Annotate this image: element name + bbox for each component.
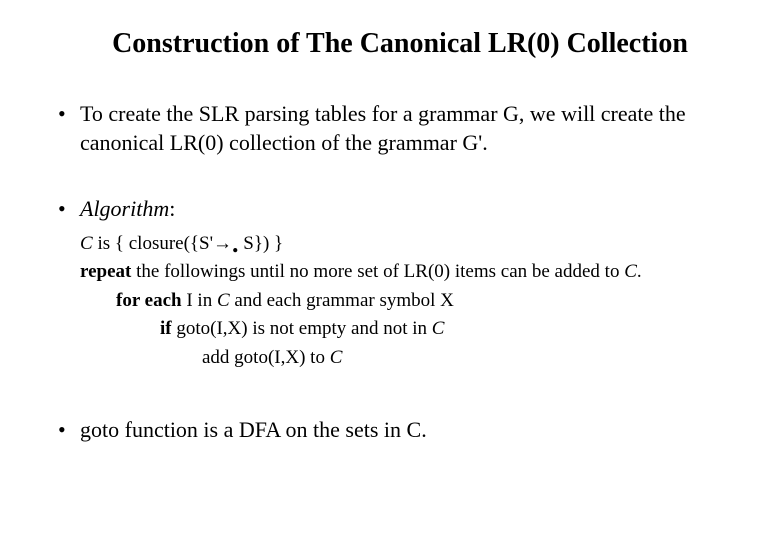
algo-l2-text: the followings until no more set of LR(0… bbox=[131, 261, 624, 282]
slide-title: Construction of The Canonical LR(0) Coll… bbox=[30, 28, 750, 60]
bullet-goto: goto function is a DFA on the sets in C. bbox=[58, 416, 750, 445]
bullet-intro-text: To create the SLR parsing tables for a g… bbox=[80, 101, 686, 155]
algo-l2-C: C bbox=[624, 261, 637, 282]
algo-line-2: repeat the followings until no more set … bbox=[80, 258, 750, 287]
algo-l2-period: . bbox=[637, 261, 642, 282]
bullet-intro: To create the SLR parsing tables for a g… bbox=[58, 100, 750, 157]
algorithm-block: C is { closure({S'→. S}) } repeat the fo… bbox=[80, 230, 750, 373]
algo-l2-repeat: repeat bbox=[80, 261, 131, 282]
bullet-goto-text: goto function is a DFA on the sets in C. bbox=[80, 417, 427, 442]
algo-l5-C: C bbox=[330, 347, 343, 368]
bullet-list: To create the SLR parsing tables for a g… bbox=[30, 100, 750, 445]
algo-l3-foreach: for each bbox=[116, 290, 182, 311]
algo-l3-C: C bbox=[217, 290, 230, 311]
algo-line-5: add goto(I,X) to C bbox=[80, 344, 750, 373]
algo-l5-text: add goto(I,X) to bbox=[202, 347, 330, 368]
algo-l1-text2: S}) } bbox=[239, 233, 284, 254]
bullet-algorithm: Algorithm: C is { closure({S'→. S}) } re… bbox=[58, 195, 750, 372]
algo-l3-text1: I in bbox=[182, 290, 217, 311]
algo-line-3: for each I in C and each grammar symbol … bbox=[80, 287, 750, 316]
arrow-icon: → bbox=[213, 233, 232, 254]
algo-line-1: C is { closure({S'→. S}) } bbox=[80, 230, 750, 259]
algo-l4-C: C bbox=[432, 318, 445, 339]
algo-l4-text: goto(I,X) is not empty and not in bbox=[172, 318, 432, 339]
algo-l3-text2: and each grammar symbol X bbox=[230, 290, 454, 311]
algo-l1-C: C bbox=[80, 233, 93, 254]
algo-line-4: if goto(I,X) is not empty and not in C bbox=[80, 315, 750, 344]
algo-l4-if: if bbox=[160, 318, 172, 339]
algorithm-label: Algorithm bbox=[80, 196, 169, 221]
algo-l1-text1: is { closure({S' bbox=[93, 233, 213, 254]
algorithm-colon: : bbox=[169, 196, 175, 221]
